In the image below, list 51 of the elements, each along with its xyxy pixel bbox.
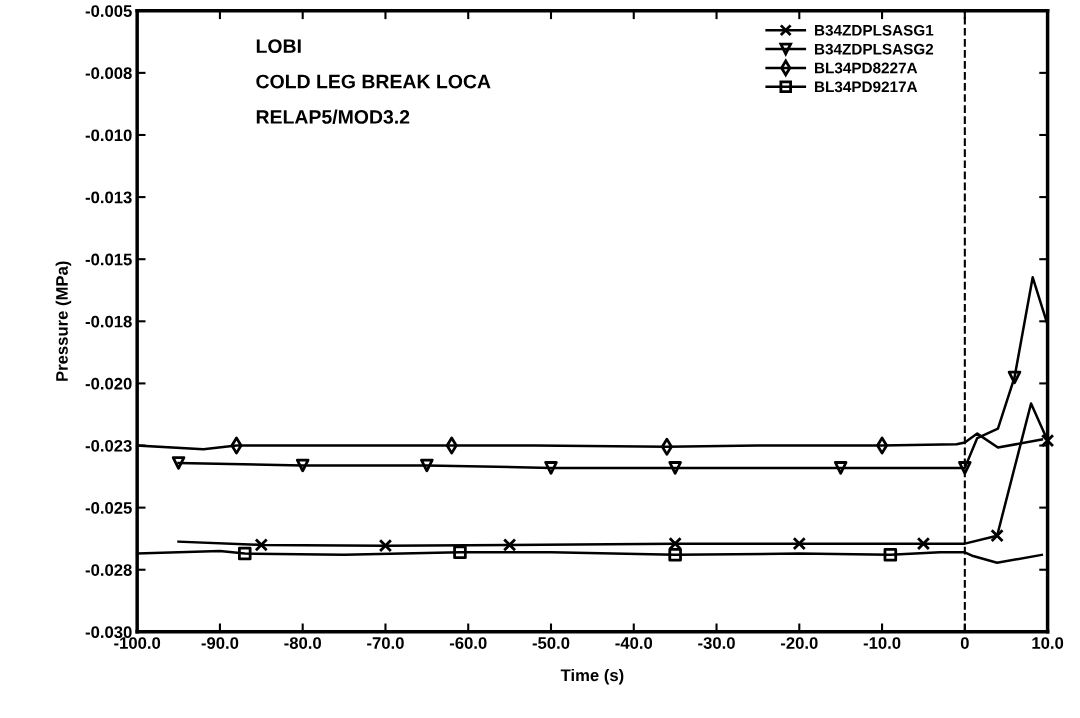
y-tick-label: -0.018 xyxy=(85,315,132,328)
annotation: LOBI xyxy=(256,39,301,53)
point xyxy=(883,548,898,562)
x-tick-label: -70.0 xyxy=(367,637,404,649)
point xyxy=(378,538,393,553)
y-tick-label: -0.010 xyxy=(85,129,132,142)
point xyxy=(668,536,682,551)
legend-label: BL34PD9217A xyxy=(815,81,918,93)
x-tick-label: -40.0 xyxy=(615,637,653,649)
point xyxy=(916,536,931,551)
x-tick-label: -80.0 xyxy=(284,637,322,649)
point xyxy=(1007,370,1022,385)
x-tick-label: -20.0 xyxy=(780,637,818,649)
point xyxy=(668,548,682,562)
y-tick-label: -0.013 xyxy=(85,191,132,204)
x-tick-label: -90.0 xyxy=(201,637,239,649)
legend-label: BL34PD8227A xyxy=(815,62,918,74)
point xyxy=(420,458,434,473)
y-tick-label: -0.008 xyxy=(85,67,132,80)
x-tick-label: -100.0 xyxy=(114,637,161,649)
point xyxy=(792,536,807,551)
y-tick-label: -0.025 xyxy=(85,502,132,514)
x-tick-label: -50.0 xyxy=(532,637,570,649)
y-tick-label: -0.015 xyxy=(85,253,132,266)
point xyxy=(254,538,269,552)
x-tick-label: -60.0 xyxy=(449,637,487,649)
y-tick-label: -0.005 xyxy=(85,5,132,17)
x-axis-title: Time (s) xyxy=(560,668,624,685)
point xyxy=(958,461,972,475)
x-tick-label: -10.0 xyxy=(863,637,901,649)
point xyxy=(833,461,848,475)
annotation: RELAP5/MOD3.2 xyxy=(256,109,410,124)
legend-label: B34ZDPLSASG1 xyxy=(815,24,934,36)
point xyxy=(171,456,186,470)
point xyxy=(502,538,517,552)
annotation: COLD LEG BREAK LOCA xyxy=(256,74,491,89)
y-tick-label: -0.028 xyxy=(85,564,132,576)
y-tick-label: -0.023 xyxy=(85,439,132,452)
x-tick-label: 0 xyxy=(960,637,969,649)
y-tick-label: -0.020 xyxy=(85,377,132,390)
y-tick-label: -0.030 xyxy=(85,626,132,639)
point xyxy=(237,546,252,561)
x-tick-label: 10.0 xyxy=(1032,637,1064,649)
point xyxy=(668,461,682,475)
point xyxy=(295,458,310,473)
point xyxy=(544,461,558,475)
point xyxy=(990,528,1004,543)
y-axis-title: Pressure (MPa) xyxy=(55,261,72,381)
x-tick-label: -30.0 xyxy=(698,637,735,649)
point xyxy=(453,545,467,560)
legend-label: B34ZDPLSASG2 xyxy=(815,43,934,55)
